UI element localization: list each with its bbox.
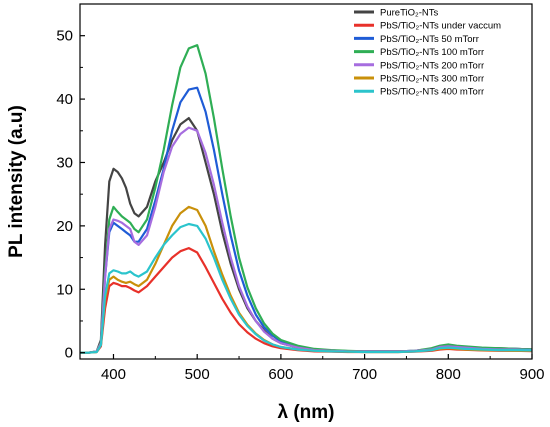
series-layer (80, 44, 533, 354)
series-line-2 (80, 247, 533, 354)
legend-label: PbS/TiO₂-NTs 100 mTorr (380, 47, 484, 58)
legend-label: PbS/TiO₂-NTs 400 mTorr (380, 87, 484, 98)
series-line-7 (80, 222, 533, 354)
y-tick-label: 50 (56, 28, 73, 45)
y-tick-label: 10 (56, 281, 73, 298)
x-tick-label: 900 (519, 366, 544, 383)
legend-label: PbS/TiO₂-NTs under vaccum (380, 21, 501, 32)
legend: PureTiO₂-NTs PbS/TiO₂-NTs under vaccum PbS… (354, 8, 501, 98)
x-tick-label: 500 (185, 366, 210, 383)
x-axis-label: λ (nm) (278, 402, 335, 423)
plot-frame (79, 3, 533, 360)
legend-label: PbS/TiO₂-NTs 300 mTorr (380, 74, 484, 85)
x-tick-label: 600 (268, 366, 293, 383)
series-line-5 (80, 126, 533, 354)
y-tick-label: 30 (56, 154, 73, 171)
y-tick-label: 20 (56, 218, 73, 235)
series-line-4 (80, 44, 533, 354)
y-tick-label: 0 (65, 345, 73, 362)
x-tick-label: 800 (436, 366, 461, 383)
y-axis-label: PL intensity (a.u) (6, 105, 27, 258)
legend-label: PureTiO₂-NTs (380, 8, 438, 19)
legend-label: PbS/TiO₂-NTs 50 mTorr (380, 34, 479, 45)
tick-layer: 400 500 600 700 800 900 0 10 20 30 40 50 (56, 28, 544, 383)
legend-label: PbS/TiO₂-NTs 200 mTorr (380, 60, 484, 71)
x-tick-label: 700 (352, 366, 377, 383)
y-tick-label: 40 (56, 91, 73, 108)
x-tick-label: 400 (101, 366, 126, 383)
